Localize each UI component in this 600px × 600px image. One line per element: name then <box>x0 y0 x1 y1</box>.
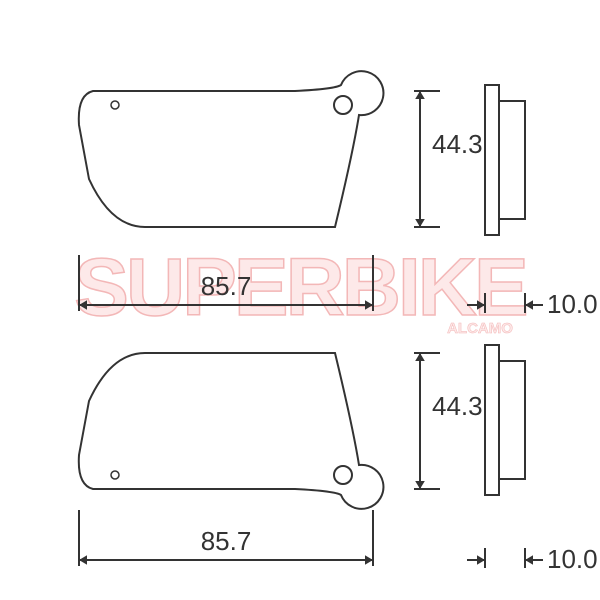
dim-top-width: 85.7 <box>201 271 252 301</box>
dim-bottom-width: 85.7 <box>201 526 252 556</box>
dim-bottom-height: 44.3 <box>432 391 483 421</box>
dim-bottom-thickness: 10.0 <box>547 544 598 574</box>
dim-top-height: 44.3 <box>432 129 483 159</box>
pad-front-top <box>79 71 384 227</box>
dim-top-thickness: 10.0 <box>547 289 598 319</box>
watermark: SUPERBIKEALCAMO <box>74 242 526 337</box>
watermark-sub: ALCAMO <box>447 320 513 337</box>
pad-front-bottom <box>79 353 384 509</box>
pad-bottom-group: 44.3 85.7 10.0 <box>79 345 598 574</box>
pad-side-top <box>485 85 525 235</box>
pad-side-bottom <box>485 345 525 495</box>
